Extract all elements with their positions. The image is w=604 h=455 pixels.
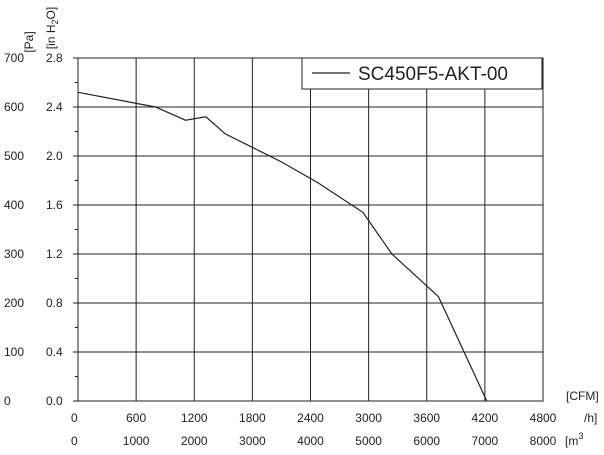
x-tick-label-m3h: 8000: [530, 434, 557, 448]
x-tick-label-cfm: 3000: [355, 411, 382, 425]
y-tick-label-pa: 500: [4, 149, 24, 163]
series-layer: [77, 91, 488, 402]
x-tick-label-m3h: 0: [71, 434, 78, 448]
x-tick-label-cfm: 1800: [239, 411, 266, 425]
x-axis-unit-cfm: [CFM]: [566, 389, 599, 403]
x-tick-label-m3h: 6000: [413, 434, 440, 448]
x-tick-label-m3h: 7000: [472, 434, 499, 448]
x-tick-label-cfm: 2400: [297, 411, 324, 425]
x-tick-label-cfm: 1200: [181, 411, 208, 425]
y-tick-label-inh2o: 0.4: [46, 345, 63, 359]
y-tick-label-pa: 600: [4, 100, 24, 114]
x-tick-label-cfm: 0: [71, 411, 78, 425]
y-axis-unit-inh2o-sub: 2: [50, 19, 60, 24]
y-tick-label-inh2o: 0.8: [46, 296, 63, 310]
x-axis-ticks: 0 0 600 1000 1200 2000 1800 3000 2400 4000 3000 500…: [71, 411, 557, 448]
y-tick-label-inh2o: 1.2: [46, 247, 63, 261]
y-axis-unit-inh2o: [in H2O]: [44, 7, 60, 49]
y-tick-label-pa: 300: [4, 247, 24, 261]
x-tick-label-cfm: 600: [126, 411, 146, 425]
x-axis-unit-m3h-suffix: /h]: [584, 411, 597, 425]
x-tick-label-cfm: 3600: [413, 411, 440, 425]
y-tick-label-inh2o: 1.6: [46, 198, 63, 212]
x-tick-label-cfm: 4800: [530, 411, 557, 425]
x-axis-unit-m3h: [m3: [565, 431, 583, 448]
y-axis-unit-pa: [Pa]: [22, 31, 36, 52]
y-tick-label-inh2o: 2.4: [46, 100, 63, 114]
legend: SC450F5-AKT-00: [301, 57, 543, 90]
x-tick-label-m3h: 1000: [123, 434, 150, 448]
y-tick-label-pa: 700: [4, 51, 24, 65]
y-axis-ticks: 0 0.0 100 0.4 200 0.8 300 1.2 400 1.6 500 2.0 600 2.4…: [4, 51, 78, 408]
y-tick-label-inh2o: 2.8: [46, 51, 63, 65]
y-tick-label-inh2o: 2.0: [46, 149, 63, 163]
grid: [77, 57, 544, 402]
y-tick-label-inh2o: 0.0: [46, 394, 63, 408]
x-tick-label-m3h: 4000: [297, 434, 324, 448]
legend-label: SC450F5-AKT-00: [358, 64, 508, 85]
y-axis-unit-inh2o-prefix: [in H: [44, 25, 58, 50]
y-tick-label-pa: 200: [4, 296, 24, 310]
x-tick-label-cfm: 4200: [472, 411, 499, 425]
x-axis-unit-m3h-base: [m: [565, 434, 578, 448]
y-tick-label-pa: 100: [4, 345, 24, 359]
series-line-0: [77, 91, 488, 402]
y-axis-unit-inh2o-suffix: O]: [44, 7, 58, 20]
y-tick-label-pa: 400: [4, 198, 24, 212]
y-tick-label-pa: 0: [4, 394, 11, 408]
x-axis-unit-m3h-sup: 3: [578, 431, 583, 441]
x-tick-label-m3h: 3000: [239, 434, 266, 448]
legend-box: [301, 57, 543, 90]
x-tick-label-m3h: 2000: [181, 434, 208, 448]
x-tick-label-m3h: 5000: [355, 434, 382, 448]
